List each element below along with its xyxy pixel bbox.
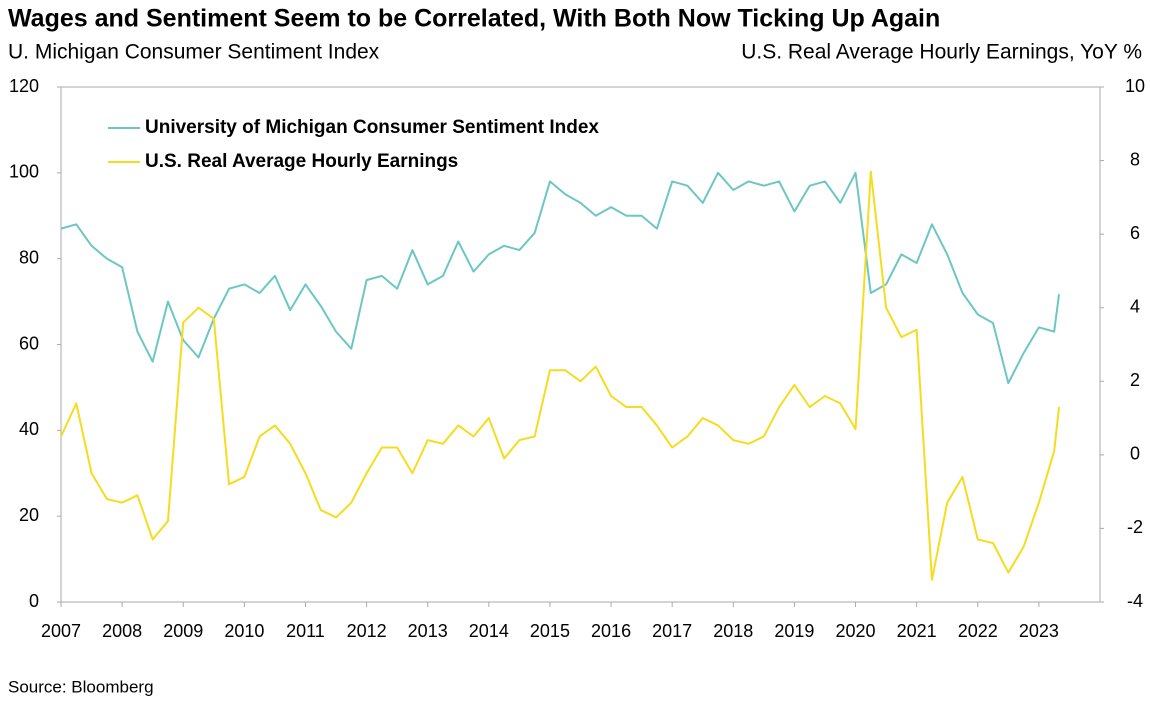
y-axis-title: U. Michigan Consumer Sentiment Index	[8, 41, 380, 64]
source: Source: Bloomberg	[8, 677, 154, 696]
x-tick-label: 2014	[469, 621, 509, 641]
y2-tick-label: 8	[1130, 149, 1140, 169]
x-tick-label: 2018	[713, 621, 753, 641]
series-line	[60, 171, 1061, 385]
y-tick-label: 40	[19, 419, 39, 439]
x-tick-label: 2012	[347, 621, 387, 641]
x-tick-label: 2019	[774, 621, 814, 641]
y2-tick-label: -4	[1127, 591, 1143, 611]
y2-tick-label: 0	[1130, 444, 1140, 464]
y-tick-label: 0	[29, 591, 39, 611]
y-tick-label: 80	[19, 247, 39, 267]
x-tick-label: 2009	[163, 621, 203, 641]
x-tick-label: 2020	[836, 621, 876, 641]
legend-label: U.S. Real Average Hourly Earnings	[145, 151, 458, 172]
y-tick-label: 60	[19, 333, 39, 353]
x-tick-label: 2013	[408, 621, 448, 641]
y2-tick-label: 6	[1130, 223, 1140, 243]
chart-title: Wages and Sentiment Seem to be Correlate…	[8, 5, 940, 33]
y2-tick-label: 10	[1125, 76, 1145, 96]
y-tick-label: 20	[19, 505, 39, 525]
y2-axis-title: U.S. Real Average Hourly Earnings, YoY %	[741, 41, 1142, 64]
y-tick-label: 100	[9, 162, 39, 182]
x-tick-label: 2007	[41, 621, 81, 641]
x-tick-label: 2016	[591, 621, 631, 641]
y-tick-label: 120	[9, 76, 39, 96]
legend-label: University of Michigan Consumer Sentimen…	[145, 117, 599, 138]
x-tick-label: 2022	[958, 621, 998, 641]
x-tick-label: 2011	[286, 621, 325, 641]
y2-tick-label: 2	[1130, 370, 1140, 390]
series-line	[60, 170, 1061, 581]
y2-tick-label: 4	[1130, 296, 1140, 316]
x-tick-label: 2023	[1019, 621, 1059, 641]
x-tick-label: 2017	[652, 621, 692, 641]
x-tick-label: 2010	[224, 621, 264, 641]
x-tick-label: 2015	[530, 621, 570, 641]
x-tick-label: 2021	[897, 621, 937, 641]
x-tick-label: 2008	[102, 621, 142, 641]
y2-tick-label: -2	[1127, 517, 1143, 537]
